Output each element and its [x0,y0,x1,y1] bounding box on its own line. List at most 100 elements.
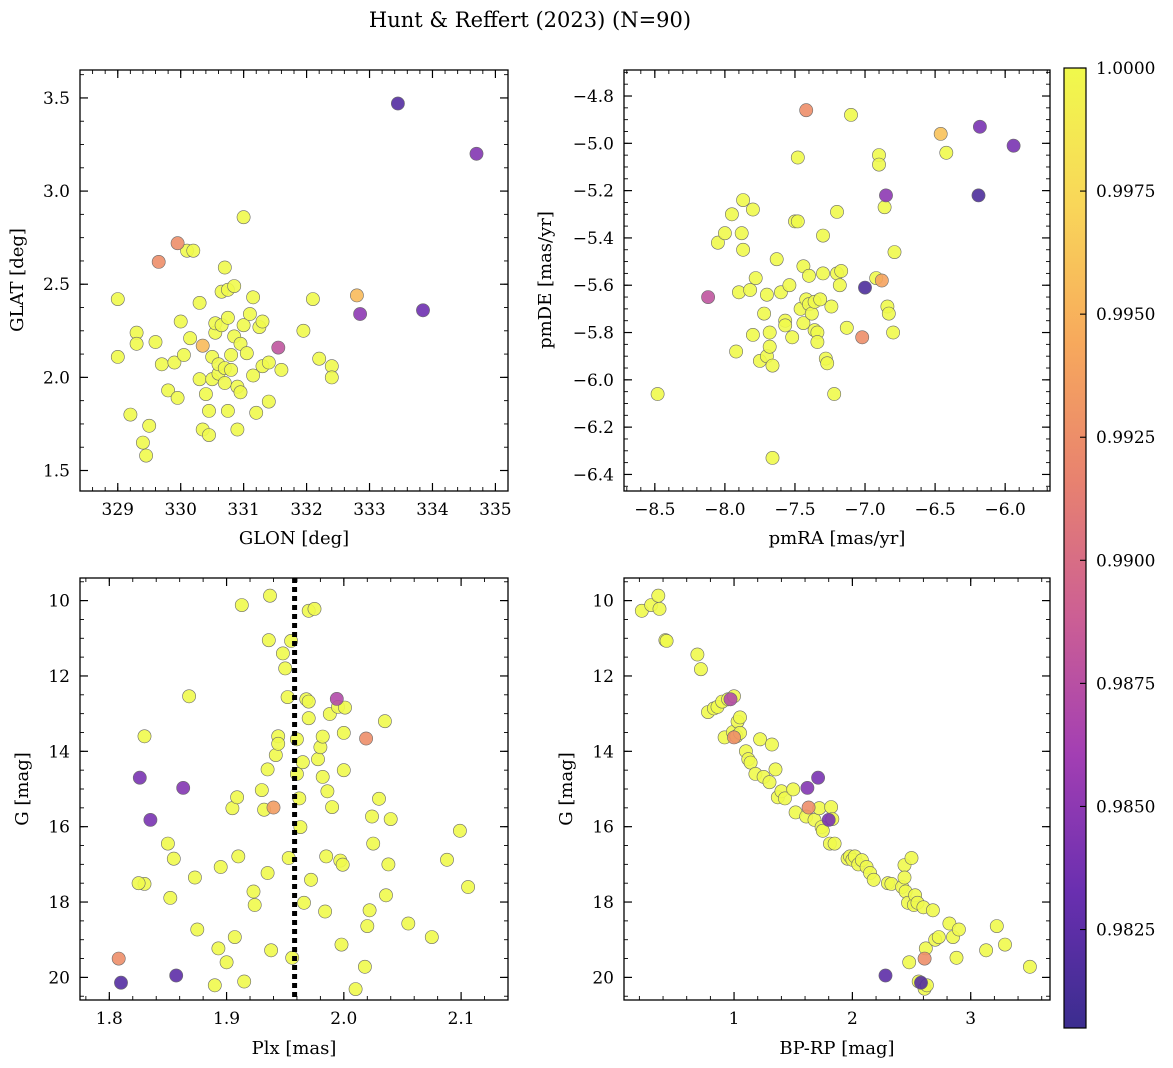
data-point [143,813,158,827]
data-point [902,955,917,970]
data-point [824,299,839,314]
y-tick-label: 3.5 [43,89,70,109]
data-point [1023,959,1037,974]
y-axis-label: pmDE [mas/yr] [535,211,556,349]
data-point [790,150,805,165]
colorbar-tick-label: 1.0000 [1096,59,1155,79]
data-point [917,951,932,966]
data-point [650,387,665,401]
y-tick-label: −5.2 [573,182,614,202]
data-point [881,306,896,321]
data-point [753,732,767,747]
data-point [129,336,144,351]
data-point [312,351,327,366]
y-tick-label: −5.4 [573,229,614,249]
data-point [652,602,667,616]
data-point [800,781,815,795]
data-point [266,800,281,815]
data-point [877,200,892,215]
y-tick-label: 12 [592,667,614,687]
data-point [263,588,277,603]
data-point [195,338,210,353]
data-point [782,278,797,293]
data-point [260,866,275,880]
data-point [170,236,185,251]
data-point [736,242,750,257]
figure-title: Hunt & Reffert (2023) (N=90) [369,8,691,32]
data-point [810,335,825,349]
data-point [827,836,842,851]
y-tick-label: −6.0 [573,371,614,391]
data-point [224,362,238,377]
data-point [762,775,777,790]
scatter-points [650,103,1021,465]
data-point [952,922,966,937]
data-point [659,634,674,648]
data-point [858,280,872,295]
data-point [360,919,375,933]
x-axis-label: Plx [mas] [252,1038,337,1059]
data-point [236,318,251,333]
data-point [926,903,940,918]
y-tick-label: 12 [48,667,70,687]
data-point [296,323,311,338]
data-point [469,146,484,161]
data-point [743,283,757,297]
data-point [137,729,152,744]
data-point [187,870,202,885]
data-point [230,790,244,805]
x-tick-label: −6.0 [985,500,1026,520]
data-point [839,320,854,335]
axis-ticks: 329 330 331 332 333 334 335 1.5 2.0 2.5 3.0 3.5 [43,70,512,520]
data-point [278,661,293,676]
data-point [401,916,416,931]
panel-glon-glat: 329 330 331 332 333 334 335 1.5 2.0 2.5 3.0 3.5 GLO… [7,69,512,549]
data-point [154,357,169,372]
data-point [329,692,344,706]
data-point [799,103,814,118]
x-tick-label: 3 [965,1009,976,1029]
data-point [887,245,902,259]
y-tick-label: 16 [48,818,70,838]
y-tick-label: 1.5 [43,462,70,482]
data-point [879,188,893,203]
data-point [359,731,373,746]
data-point [349,288,364,303]
data-point [786,782,801,797]
data-point [357,959,372,974]
y-tick-label: −6.2 [573,418,614,438]
data-point [131,876,146,891]
y-axis-label: G [mag] [12,752,33,825]
y-tick-label: −6.4 [573,465,614,485]
y-tick-label: 14 [592,742,614,762]
data-point [973,119,987,134]
data-point [1006,138,1021,153]
data-point [998,937,1012,952]
data-point [230,422,245,437]
y-tick-label: 16 [592,818,614,838]
data-point [271,340,286,355]
data-point [236,210,251,225]
data-point [725,207,739,222]
data-point [816,228,830,243]
data-point [176,781,191,795]
y-tick-label: −5.0 [573,134,614,154]
data-point [307,602,322,616]
data-point [931,930,946,944]
data-point [813,292,828,307]
data-point [844,108,858,122]
data-point [217,260,232,275]
y-tick-label: 10 [592,592,614,612]
data-point [255,314,270,329]
data-point [305,292,320,306]
data-point [801,800,816,815]
data-point [746,202,760,217]
data-point [372,791,386,806]
data-point [261,633,276,648]
plot-frame [623,577,1051,1001]
x-tick-label: 332 [290,500,322,520]
data-point [366,836,381,851]
x-tick-label: −7.5 [774,500,815,520]
